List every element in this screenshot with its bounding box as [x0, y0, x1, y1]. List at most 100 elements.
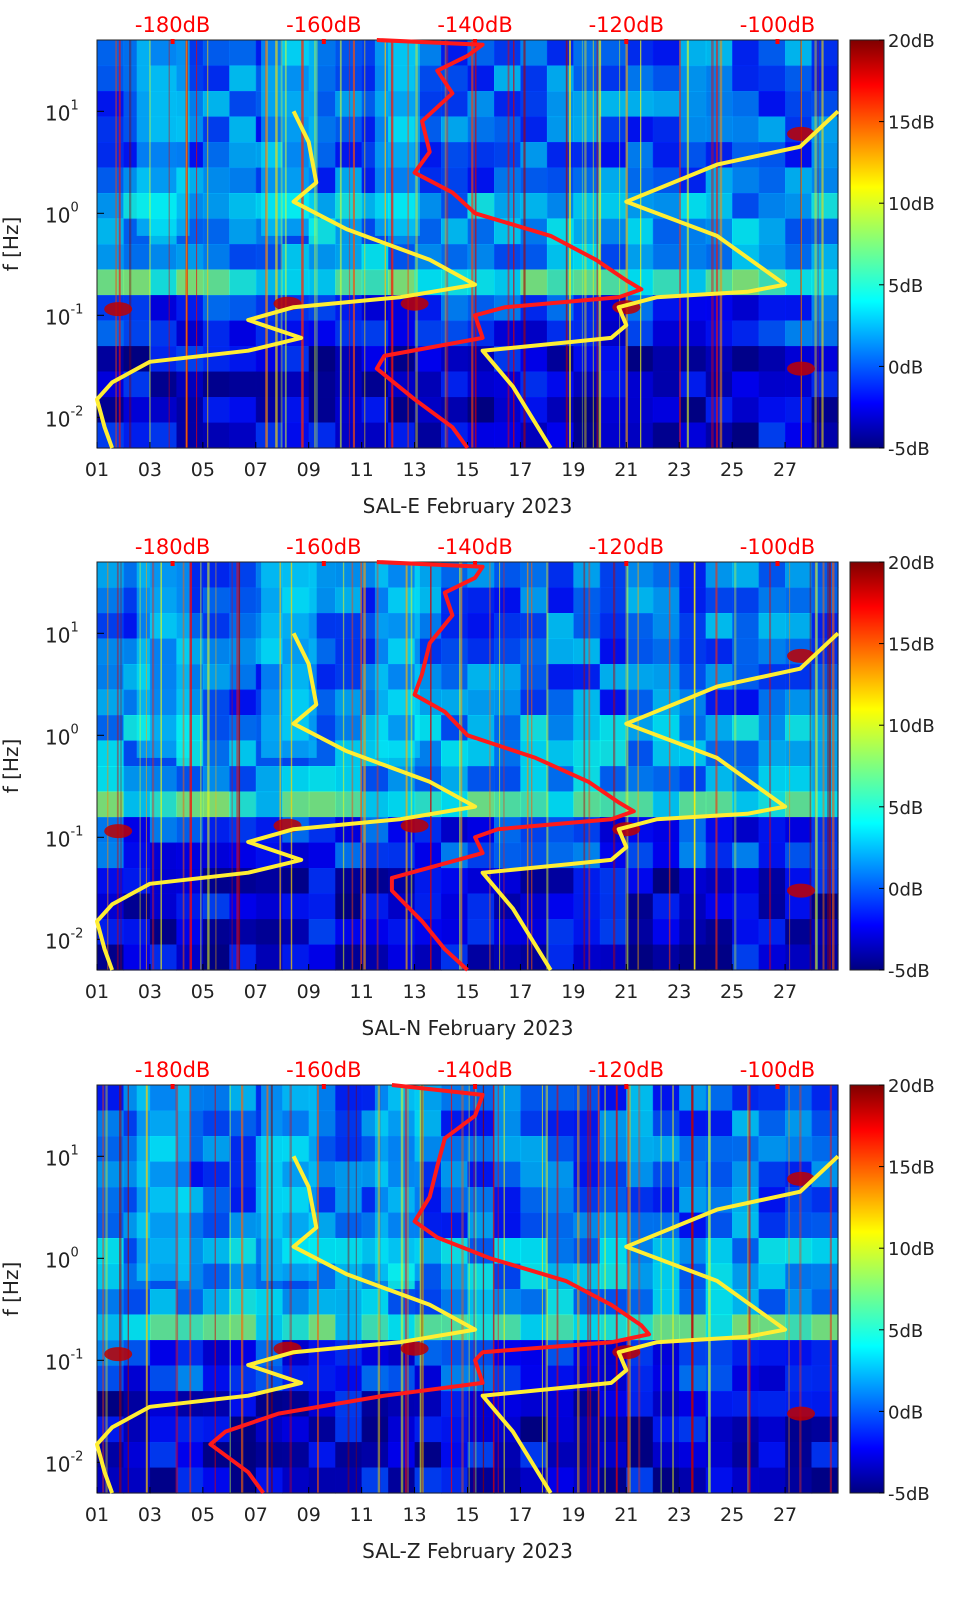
panel-3: 01 03 05 07 09 11 13 15 17 19 21 23 25 27 SAL-Z Februa…	[0, 1058, 935, 1563]
x-tick-label: 21	[614, 459, 638, 481]
x-tick-label: 13	[402, 1504, 426, 1526]
x-tick-label: 23	[667, 1504, 691, 1526]
top-tick-mark	[473, 1084, 478, 1089]
top-tick-label: -120dB	[589, 13, 664, 37]
series-line-3	[480, 631, 840, 972]
x-tick-label: 05	[191, 459, 215, 481]
y-tick-label: 101	[45, 98, 79, 125]
x-tick-label: 13	[402, 459, 426, 481]
x-tick-label: 23	[667, 981, 691, 1003]
spectrogram-image	[97, 40, 839, 449]
series-line-1	[376, 560, 636, 972]
top-tick-mark	[624, 39, 629, 44]
top-tick-mark	[624, 1084, 629, 1089]
top-tick-label: -140dB	[437, 13, 512, 37]
series-line-2	[95, 110, 478, 449]
x-axis-label: SAL-E February 2023	[363, 494, 573, 518]
y-tick-label: 10-1	[45, 824, 83, 851]
y-tick-label: 10-1	[45, 302, 83, 329]
y-axis-label: f [Hz]	[0, 1262, 23, 1317]
x-tick-label: 01	[85, 1504, 109, 1526]
top-tick-label: -140dB	[437, 1058, 512, 1082]
x-tick-label: 03	[138, 1504, 162, 1526]
x-axis-label: SAL-N February 2023	[362, 1016, 574, 1040]
colorbar-tick-label: 10dB	[888, 1239, 935, 1260]
colorbar-tick-label: -5dB	[888, 961, 930, 982]
colorbar-tick-label: 15dB	[888, 113, 935, 134]
top-tick-mark	[170, 1084, 175, 1089]
x-tick-label: 19	[561, 459, 585, 481]
y-tick-label: 100	[45, 722, 79, 749]
top-tick-mark	[775, 1084, 780, 1089]
x-tick-label: 25	[720, 981, 744, 1003]
colorbar-tick-label: 5dB	[888, 798, 923, 819]
top-tick-mark	[473, 561, 478, 566]
y-tick-label: 10-2	[45, 926, 83, 953]
top-tick-mark	[775, 39, 780, 44]
top-tick-label: -180dB	[135, 1058, 210, 1082]
top-tick-mark	[624, 561, 629, 566]
colorbar-tick-label: 5dB	[888, 276, 923, 297]
y-tick-label: 101	[45, 1143, 79, 1170]
x-tick-label: 01	[85, 981, 109, 1003]
series-line-3	[480, 1154, 840, 1495]
colorbar	[849, 561, 885, 971]
x-tick-label: 11	[350, 981, 374, 1003]
y-tick-label: 100	[45, 1245, 79, 1272]
x-tick-label: 15	[455, 459, 479, 481]
top-tick-label: -100dB	[740, 13, 815, 37]
x-tick-label: 27	[773, 981, 797, 1003]
x-tick-label: 19	[561, 1504, 585, 1526]
y-axis-label: f [Hz]	[0, 217, 23, 272]
top-tick-label: -160dB	[286, 535, 361, 559]
colorbar-tick-label: 10dB	[888, 194, 935, 215]
x-tick-label: 07	[244, 1504, 268, 1526]
panel-2: 01 03 05 07 09 11 13 15 17 19 21 23 25 27 SAL-N Februa…	[0, 535, 935, 1040]
series-line-3	[480, 109, 840, 450]
x-tick-label: 23	[667, 459, 691, 481]
x-tick-label: 15	[455, 1504, 479, 1526]
top-tick-label: -180dB	[135, 13, 210, 37]
top-tick-mark	[321, 561, 326, 566]
top-tick-label: -160dB	[286, 1058, 361, 1082]
spectrogram-image	[97, 1085, 839, 1494]
top-tick-mark	[775, 561, 780, 566]
colorbar-tick-label: 15dB	[888, 1158, 935, 1179]
x-axis-label: SAL-Z February 2023	[362, 1539, 573, 1563]
colorbar	[849, 1084, 885, 1494]
x-tick-label: 19	[561, 981, 585, 1003]
x-tick-label: 17	[508, 981, 532, 1003]
series-line-2	[95, 1155, 478, 1494]
top-tick-label: -100dB	[740, 1058, 815, 1082]
top-tick-mark	[170, 561, 175, 566]
x-tick-label: 11	[350, 459, 374, 481]
x-tick-label: 09	[297, 981, 321, 1003]
series-line-1	[374, 38, 644, 450]
top-tick-label: -100dB	[740, 535, 815, 559]
top-tick-label: -160dB	[286, 13, 361, 37]
x-tick-label: 17	[508, 1504, 532, 1526]
x-tick-label: 05	[191, 981, 215, 1003]
top-tick-mark	[321, 39, 326, 44]
y-tick-label: 101	[45, 620, 79, 647]
panel-1: 01 03 05 07 09 11 13 15 17 19 21 23 25 27 SAL-E Februa…	[0, 13, 935, 518]
top-tick-label: -120dB	[589, 1058, 664, 1082]
x-tick-label: 01	[85, 459, 109, 481]
x-tick-label: 17	[508, 459, 532, 481]
colorbar-tick-label: 0dB	[888, 357, 923, 378]
x-tick-label: 27	[773, 1504, 797, 1526]
spectrogram-image	[97, 562, 839, 971]
x-tick-label: 15	[455, 981, 479, 1003]
colorbar	[849, 39, 885, 449]
colorbar-tick-label: 20dB	[888, 553, 935, 574]
y-axis-label: f [Hz]	[0, 739, 23, 794]
top-tick-mark	[321, 1084, 326, 1089]
x-tick-label: 05	[191, 1504, 215, 1526]
series-line-2	[95, 632, 478, 971]
x-tick-label: 25	[720, 459, 744, 481]
x-tick-label: 21	[614, 1504, 638, 1526]
top-tick-mark	[170, 39, 175, 44]
x-tick-label: 09	[297, 1504, 321, 1526]
x-tick-label: 03	[138, 981, 162, 1003]
